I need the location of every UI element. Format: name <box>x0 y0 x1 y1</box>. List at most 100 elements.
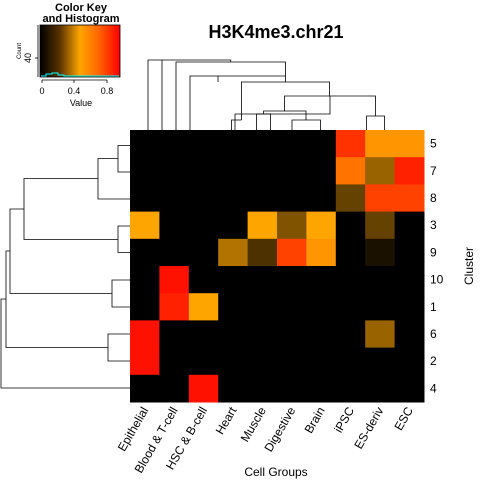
heatmap-cell <box>394 374 425 403</box>
heatmap-cell <box>365 184 396 213</box>
heatmap-cell <box>335 130 366 158</box>
heatmap-cell <box>365 293 396 321</box>
color-key-title-line1: Color Key <box>55 2 108 14</box>
heatmap-cell <box>159 238 190 267</box>
heatmap-cell <box>365 347 396 376</box>
column-label: ESC <box>391 404 416 433</box>
heatmap-cell <box>247 211 278 240</box>
heatmap-cell <box>159 130 190 158</box>
heatmap-cell <box>277 157 307 185</box>
row-label: 7 <box>430 164 437 178</box>
heatmap-cell <box>306 130 337 158</box>
heatmap-cell <box>394 266 425 294</box>
heatmap-cell <box>306 293 337 321</box>
heatmap-cell <box>218 184 249 213</box>
heatmap-cell <box>365 266 396 294</box>
row-labels: 5 7 8 3 9 10 1 6 2 4 <box>430 137 444 396</box>
heatmap-cell <box>306 320 337 349</box>
heatmap-cell <box>188 130 219 158</box>
heatmap-cell <box>394 211 425 240</box>
heatmap-cell <box>247 130 278 158</box>
heatmap-cell <box>218 320 249 349</box>
column-label: Brain <box>302 405 328 436</box>
heatmap-cell <box>159 293 190 321</box>
heatmap-cell <box>130 157 160 185</box>
heatmap-cell <box>130 184 160 213</box>
heatmap-cell <box>247 320 278 349</box>
heatmap-cell <box>130 238 160 267</box>
heatmap-cell <box>218 293 249 321</box>
color-key-y-tick-label: 40 <box>23 53 33 63</box>
heatmap-cell <box>365 238 396 267</box>
heatmap-cell <box>335 211 366 240</box>
color-key-title-line2: and Histogram <box>42 13 119 25</box>
heatmap-cell <box>335 266 366 294</box>
heatmap-cell <box>306 157 337 185</box>
color-key-y-label: Count <box>17 43 23 59</box>
heatmap-cell <box>159 184 190 213</box>
heatmap-cell <box>335 238 366 267</box>
row-label: 5 <box>430 137 437 151</box>
heatmap-cell <box>306 266 337 294</box>
y-axis-label: Cluster <box>462 247 476 285</box>
heatmap-cell <box>365 130 396 158</box>
heatmap-cell <box>394 293 425 321</box>
heatmap-cell <box>306 347 337 376</box>
heatmap-cell <box>188 238 219 267</box>
heatmap-cell <box>188 211 219 240</box>
heatmap-cell <box>306 374 337 403</box>
heatmap-cell <box>277 320 307 349</box>
heatmap-cell <box>130 211 160 240</box>
column-dendrogram <box>147 59 385 130</box>
color-key-gradient <box>39 24 121 78</box>
heatmap-cell <box>188 320 219 349</box>
heatmap-cell <box>335 184 366 213</box>
heatmap-cell <box>218 347 249 376</box>
heatmap-cell <box>218 266 249 294</box>
heatmap-cell <box>159 320 190 349</box>
heatmap-cell <box>130 320 160 349</box>
heatmap-cell <box>188 157 219 185</box>
heatmap-cell <box>365 211 396 240</box>
row-label: 10 <box>430 273 444 287</box>
color-key-x-tick-label: 0.8 <box>101 86 114 96</box>
heatmap-cell <box>277 266 307 294</box>
heatmap-cell <box>247 157 278 185</box>
row-label: 9 <box>430 245 437 259</box>
color-key-histogram <box>41 72 119 77</box>
heatmap-cell <box>335 347 366 376</box>
heatmap-cell <box>130 266 160 294</box>
heatmap-cell <box>247 238 278 267</box>
heatmap-cell <box>394 320 425 349</box>
heatmap-cell <box>159 347 190 376</box>
chart-title: H3K4me3.chr21 <box>208 22 343 42</box>
heatmap-cell <box>188 374 219 403</box>
heatmap-cells <box>130 130 425 403</box>
row-label: 2 <box>430 354 437 368</box>
heatmap-cell <box>277 211 307 240</box>
heatmap-cell <box>277 347 307 376</box>
row-label: 1 <box>430 300 437 314</box>
heatmap-cell <box>159 374 190 403</box>
heatmap-cell <box>247 293 278 321</box>
heatmap-cell <box>188 347 219 376</box>
heatmap-cell <box>277 184 307 213</box>
heatmap-cell <box>306 184 337 213</box>
heatmap-cell <box>247 374 278 403</box>
heatmap-cell <box>394 184 425 213</box>
color-key-x-tick-label: 0.4 <box>68 86 81 96</box>
row-dendrogram <box>0 145 130 389</box>
color-key-x-label: Value <box>70 98 92 108</box>
heatmap-cell <box>306 211 337 240</box>
heatmap-cell <box>188 184 219 213</box>
column-label: Heart <box>213 404 240 437</box>
heatmap-cell <box>218 157 249 185</box>
heatmap-cell <box>247 266 278 294</box>
heatmap-cell <box>306 238 337 267</box>
heatmap-cell <box>365 157 396 185</box>
heatmap-cell <box>394 347 425 376</box>
heatmap-cell <box>218 374 249 403</box>
heatmap-cell <box>277 130 307 158</box>
heatmap-cell <box>247 184 278 213</box>
